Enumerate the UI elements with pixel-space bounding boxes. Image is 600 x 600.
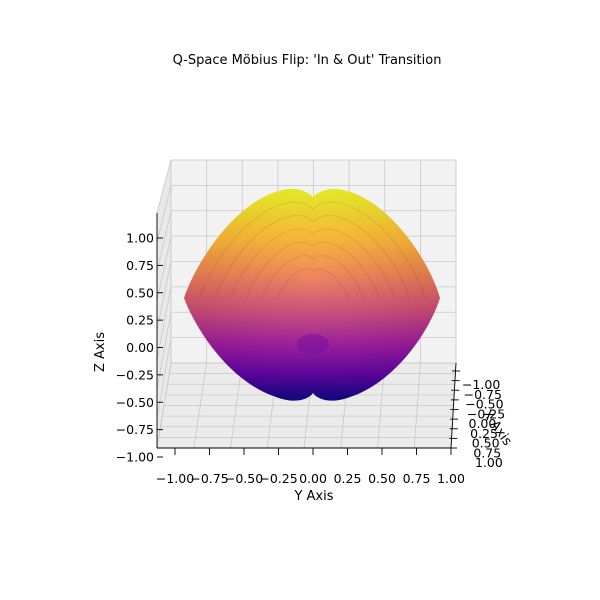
y-tick-label: −0.25 <box>259 471 297 486</box>
x-tick-label: 0.75 <box>473 445 501 460</box>
z-ticks: −1.00 −0.75 −0.50 −0.25 0.00 0.25 0.50 0.75 1.00 <box>116 231 163 465</box>
y-tick-label: −0.75 <box>190 471 228 486</box>
z-tick-label: 0.75 <box>126 258 154 273</box>
surface-contour <box>214 214 411 299</box>
surface-contour <box>229 228 395 299</box>
x-tick-label: 1.00 <box>475 455 503 470</box>
chart-title: Q-Space Möbius Flip: 'In & Out' Transiti… <box>173 53 442 68</box>
y-ticks: −1.00−0.75−0.50−0.25 0.00 0.25 0.50 0.75 1.00 <box>156 448 465 486</box>
surface-contours <box>198 201 426 300</box>
z-tick-label: 0.00 <box>126 340 154 355</box>
x-tick-label: 0.50 <box>472 436 500 451</box>
z-tick-label: 0.25 <box>126 313 154 328</box>
z-tick-label: −1.00 <box>116 450 154 465</box>
z-tick-label: 0.50 <box>126 285 154 300</box>
surface-contour <box>276 268 350 300</box>
x-tick-label: −0.25 <box>467 406 505 421</box>
surface-shade <box>184 188 440 401</box>
x-tick-label: −0.50 <box>465 397 503 412</box>
z-tick-label: 1.00 <box>126 231 154 246</box>
y-tick-label: −0.50 <box>225 471 263 486</box>
surface-contour <box>260 254 365 300</box>
surface <box>184 188 440 401</box>
y-tick-label: 0.75 <box>403 471 431 486</box>
surface-contour <box>245 241 380 300</box>
z-tick-label: −0.25 <box>116 367 154 382</box>
y-tick-label: −1.00 <box>156 471 194 486</box>
y-tick-label: 0.25 <box>334 471 362 486</box>
x-tick-label: 0.00 <box>469 416 497 431</box>
z-axis-label: Z Axis <box>93 332 108 372</box>
axes <box>156 213 457 449</box>
surface-center-lobe <box>297 334 329 354</box>
y-tick-label: 1.00 <box>437 471 465 486</box>
x-tick-label: −1.00 <box>462 377 500 392</box>
y-axis-label: Y Axis <box>293 489 333 504</box>
x-tick-label: 0.25 <box>470 426 498 441</box>
z-tick-label: −0.75 <box>116 422 154 437</box>
x-ticks: −1.00−0.75−0.50−0.250.000.250.500.751.00 <box>449 370 505 470</box>
x-tick-label: −0.75 <box>464 387 502 402</box>
y-tick-label: 0.00 <box>299 471 327 486</box>
y-tick-label: 0.50 <box>368 471 396 486</box>
z-tick-label: −0.50 <box>116 395 154 410</box>
surface-contour <box>198 201 426 299</box>
